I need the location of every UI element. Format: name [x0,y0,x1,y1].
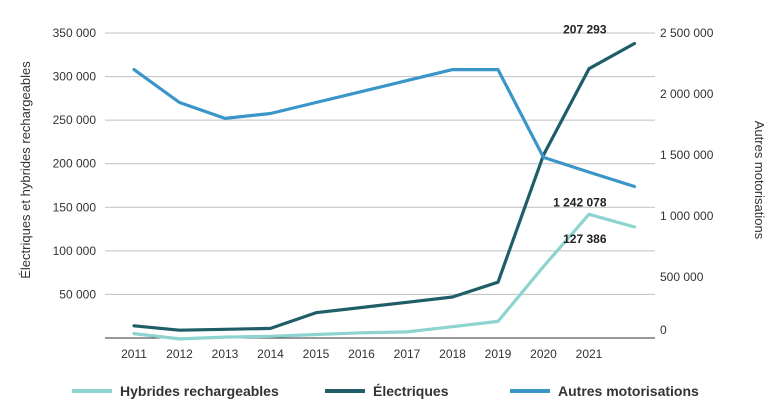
series-line--lectriques [132,41,637,332]
x-tick-label: 2016 [348,347,375,361]
series-line-autres-motorisations [132,68,637,189]
x-tick-label: 2015 [303,347,330,361]
left-tick-label: 150 000 [53,200,97,214]
legend-label: Électriques [373,383,449,399]
x-tick-label: 2020 [530,347,557,361]
data-label: 1 242 078 [553,195,607,209]
gridlines [105,32,655,339]
left-tick-label: 350 000 [53,26,97,40]
right-axis-title: Autres motorisations [752,121,767,240]
legend-label: Hybrides rechargeables [120,383,279,399]
x-tick-label: 2011 [121,347,147,361]
left-tick-label: 300 000 [53,70,97,84]
series-line-hybrides-rechargeables [132,212,637,341]
right-tick-label: 0 [660,323,667,337]
left-axis-title: Électriques et hybrides rechargeables [18,61,33,279]
left-tick-label: 100 000 [53,244,97,258]
right-tick-label: 1 500 000 [660,148,714,162]
left-axis-ticks: 350 000 300 000 250 000 200 000 150 000 100 0… [53,26,97,301]
right-tick-label: 2 000 000 [660,87,714,101]
right-tick-label: 1 000 000 [660,209,714,223]
left-tick-label: 200 000 [53,157,97,171]
data-label: 127 386 [563,232,607,246]
legend: Hybrides rechargeables Électriques Autres … [72,383,699,399]
x-tick-label: 2014 [257,347,284,361]
x-axis-ticks: 2011 2012 2013 2014 2015 2016 2017 2018 2019 2020… [121,347,603,361]
left-tick-label: 250 000 [53,113,97,127]
x-tick-label: 2012 [166,347,193,361]
x-tick-label: 2021 [576,347,603,361]
right-tick-label: 2 500 000 [660,26,714,40]
x-tick-label: 2017 [394,347,421,361]
x-tick-label: 2018 [439,347,466,361]
data-label: 207 293 [563,22,607,36]
series-lines [132,41,637,341]
legend-label: Autres motorisations [558,383,699,399]
left-tick-label: 50 000 [59,287,96,301]
right-tick-label: 500 000 [660,270,704,284]
x-tick-label: 2013 [212,347,239,361]
x-tick-label: 2019 [485,347,512,361]
data-labels: 207 293 1 242 078 127 386 [553,22,607,246]
right-axis-ticks: 2 500 000 2 000 000 1 500 000 1 000 000 500 … [660,26,714,337]
